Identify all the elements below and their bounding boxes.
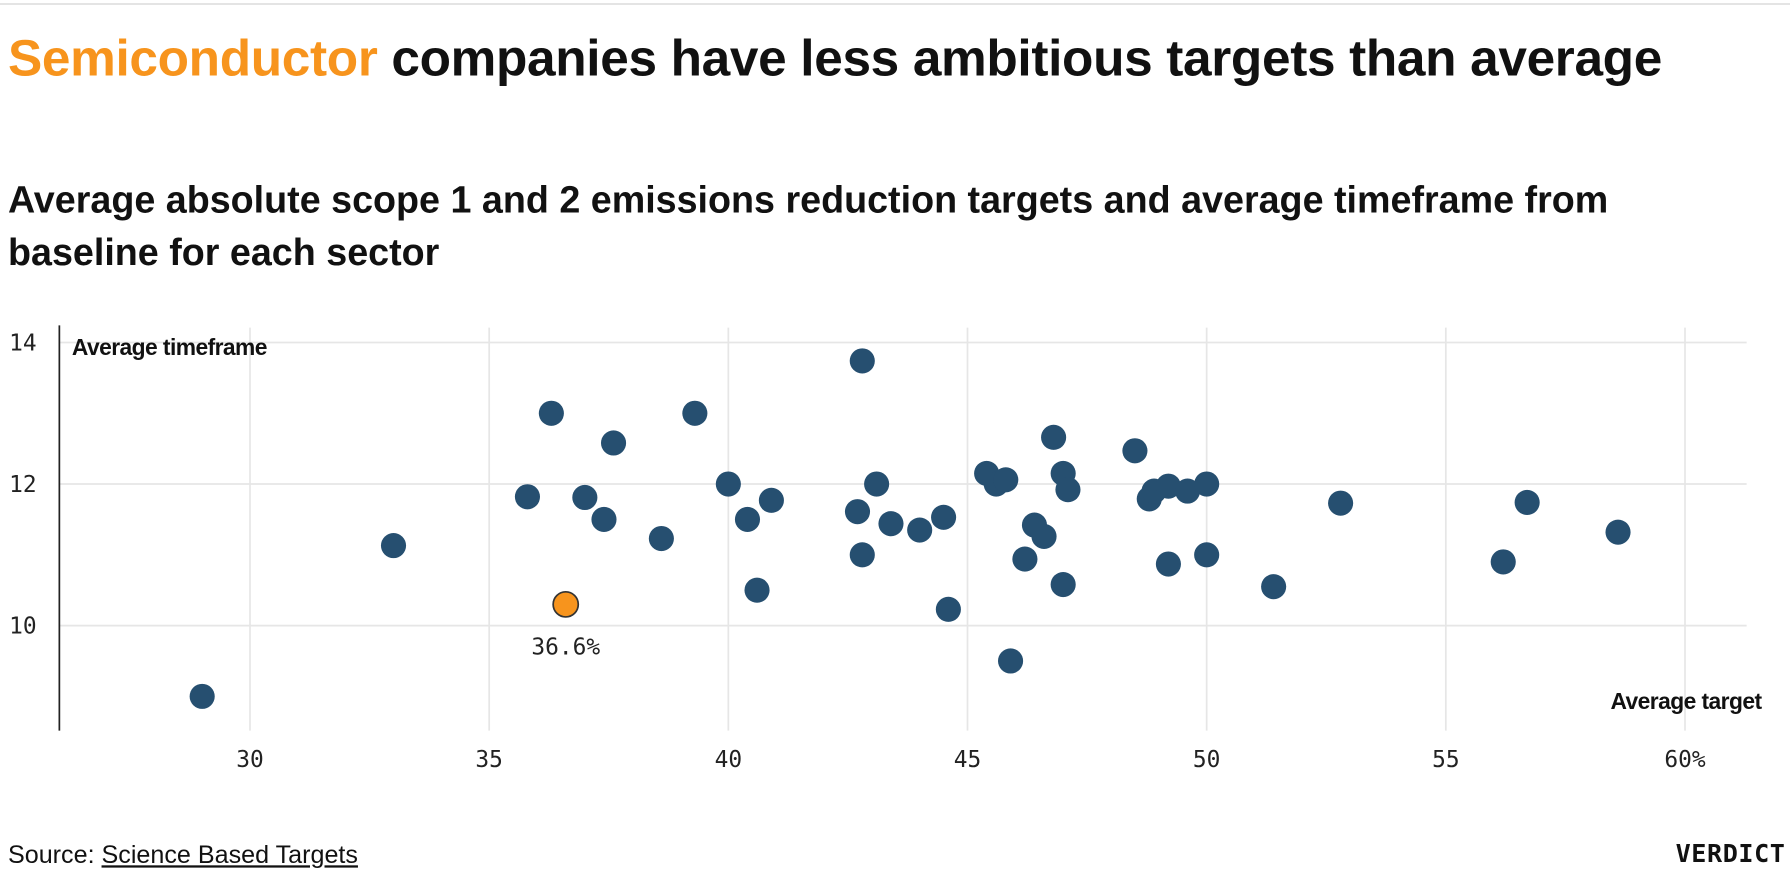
y-tick-label: 12 [9,472,37,498]
data-point[interactable] [1514,489,1540,515]
data-point[interactable] [1041,424,1067,450]
data-point[interactable] [1261,574,1287,600]
data-point[interactable] [380,533,407,559]
data-point[interactable] [1050,571,1076,598]
x-tick-label: 40 [715,747,743,773]
data-point[interactable] [1031,523,1057,549]
data-point[interactable] [1174,478,1201,504]
data-point[interactable] [514,484,540,510]
data-point[interactable] [1194,542,1220,568]
data-point[interactable] [993,467,1019,493]
x-tick-label: 45 [954,747,981,773]
x-tick-label: 50 [1193,747,1221,773]
data-point[interactable] [572,484,598,511]
data-point[interactable] [1012,546,1038,572]
data-point[interactable] [758,487,784,513]
x-tick-label: 55 [1432,747,1459,773]
highlight-label: 36.6% [531,635,600,661]
y-tick-label: 10 [9,614,37,640]
data-point[interactable] [849,542,875,568]
x-tick-label: 60% [1664,747,1705,773]
data-point[interactable] [1155,551,1181,577]
data-point[interactable] [1490,549,1516,575]
data-point[interactable] [1155,473,1181,499]
title-highlight: Semiconductor [7,28,378,87]
data-point[interactable] [1122,438,1148,464]
x-axis-label: Average target [1610,688,1762,714]
source-label: Source: [7,840,102,869]
data-point[interactable] [864,471,890,497]
data-point[interactable] [648,525,674,552]
data-point[interactable] [878,511,904,537]
y-tick-label: 14 [9,330,37,356]
y-axis-label: Average timeframe [72,334,267,360]
page-subtitle: Average absolute scope 1 and 2 emissions… [7,178,1609,273]
grid [59,327,1747,731]
data-point[interactable] [744,577,770,603]
points [189,348,1631,709]
data-point[interactable] [538,400,564,426]
data-point[interactable] [600,430,627,456]
data-point[interactable] [715,471,741,497]
ticks: 30 35 40 45 50 55 60% 10 12 14 [9,330,1706,773]
data-point[interactable] [907,517,933,543]
data-point[interactable] [1605,519,1631,545]
data-point[interactable] [1194,471,1220,497]
top-rule [0,3,1790,5]
data-point[interactable] [844,499,871,525]
brand-logo: VERDICT [1675,840,1786,869]
source-note: Source: Science Based Targets [8,840,358,870]
data-point[interactable] [935,596,961,622]
title-rest: companies have less ambitious targets th… [377,28,1662,87]
data-point[interactable] [591,506,617,532]
data-point[interactable] [849,348,875,374]
source-link[interactable]: Science Based Targets [101,840,358,869]
data-point[interactable] [734,506,761,532]
x-tick-label: 35 [475,747,503,773]
data-point[interactable] [931,504,957,530]
page-title: Semiconductor companies have less ambiti… [8,25,1766,91]
data-point[interactable] [682,400,708,426]
data-point[interactable] [1055,477,1081,503]
highlight-point[interactable] [552,590,580,618]
data-point[interactable] [189,683,215,709]
x-tick-label: 30 [236,747,264,773]
data-point[interactable] [1328,490,1354,516]
data-point[interactable] [997,648,1024,674]
